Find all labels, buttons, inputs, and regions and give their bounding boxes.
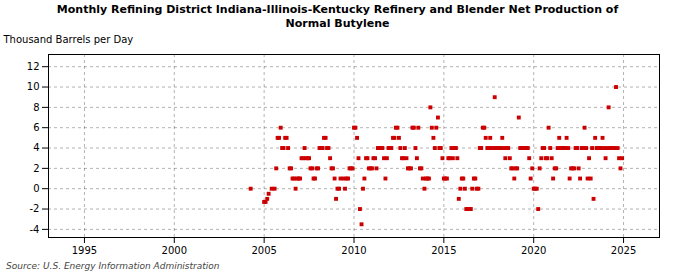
html-text:Source: U.S. Energy Informatio: Source: U.S. Energy Information Administ…	[6, 260, 220, 271]
svg-text:2010: 2010	[341, 244, 366, 255]
svg-text:2020: 2020	[521, 244, 546, 255]
svg-text:-4: -4	[30, 223, 40, 234]
svg-text:10: 10	[27, 81, 40, 92]
svg-text:-2: -2	[30, 203, 40, 214]
svg-text:12: 12	[27, 60, 40, 71]
svg-text:2000: 2000	[162, 244, 187, 255]
svg-text:8: 8	[33, 101, 39, 112]
svg-text:1995: 1995	[72, 244, 97, 255]
svg-text:6: 6	[33, 121, 39, 132]
svg-text:0: 0	[33, 182, 39, 193]
svg-text:4: 4	[33, 142, 39, 153]
svg-text:2005: 2005	[251, 244, 276, 255]
svg-text:2025: 2025	[611, 244, 636, 255]
svg-text:Thousand Barrels per Day: Thousand Barrels per Day	[3, 33, 134, 44]
svg-text:2: 2	[33, 162, 39, 173]
html-text:Monthly Refining District Indi: Monthly Refining District Indiana-Illino…	[56, 3, 619, 31]
svg-text:2015: 2015	[431, 244, 456, 255]
